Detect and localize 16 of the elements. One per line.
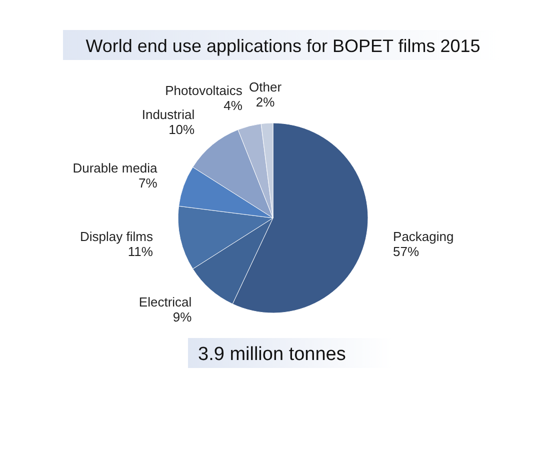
slice-label: Photovoltaics [165, 82, 243, 98]
data-label: 4% [224, 98, 243, 113]
slice-label: Packaging [393, 228, 454, 244]
data-label: 9% [172, 309, 192, 324]
data-label: 57% [393, 244, 420, 259]
data-label: 10% [168, 122, 196, 138]
slice-label: Durable media [72, 160, 158, 176]
text: 3.9 million tonnes [198, 344, 346, 365]
data-label: 7% [138, 175, 158, 190]
slice-label: Display films [80, 228, 154, 244]
slice-label: Other [249, 79, 282, 94]
chart-title: World end use applications for BOPET films 2015 [86, 36, 480, 56]
data-label: 2% [256, 94, 276, 110]
data-label: 11% [128, 244, 154, 259]
slice-label: Electrical [138, 294, 192, 310]
slice-label: Industrial [142, 107, 195, 122]
